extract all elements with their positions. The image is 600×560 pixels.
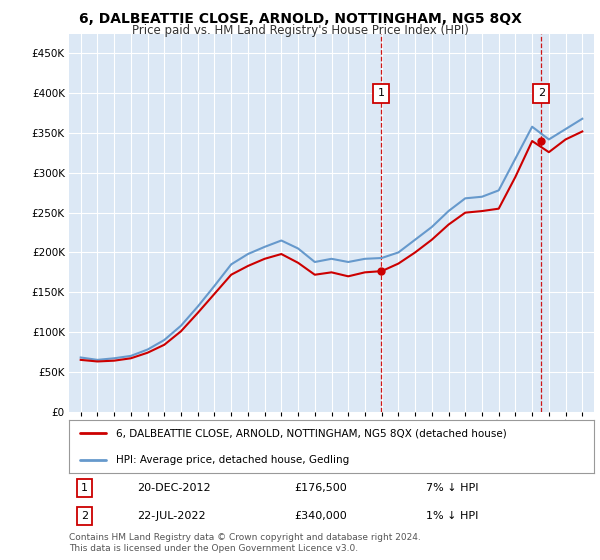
Text: 2: 2 bbox=[538, 88, 545, 99]
Text: £340,000: £340,000 bbox=[295, 511, 347, 521]
Text: 1% ↓ HPI: 1% ↓ HPI bbox=[426, 511, 478, 521]
Text: Contains HM Land Registry data © Crown copyright and database right 2024.
This d: Contains HM Land Registry data © Crown c… bbox=[69, 533, 421, 553]
Text: 7% ↓ HPI: 7% ↓ HPI bbox=[426, 483, 479, 493]
Text: 6, DALBEATTIE CLOSE, ARNOLD, NOTTINGHAM, NG5 8QX: 6, DALBEATTIE CLOSE, ARNOLD, NOTTINGHAM,… bbox=[79, 12, 521, 26]
Text: 1: 1 bbox=[81, 483, 88, 493]
Text: 22-JUL-2022: 22-JUL-2022 bbox=[137, 511, 206, 521]
Text: 2: 2 bbox=[81, 511, 88, 521]
Text: £176,500: £176,500 bbox=[295, 483, 347, 493]
Text: 6, DALBEATTIE CLOSE, ARNOLD, NOTTINGHAM, NG5 8QX (detached house): 6, DALBEATTIE CLOSE, ARNOLD, NOTTINGHAM,… bbox=[116, 428, 507, 438]
Text: 1: 1 bbox=[377, 88, 385, 99]
Text: Price paid vs. HM Land Registry's House Price Index (HPI): Price paid vs. HM Land Registry's House … bbox=[131, 24, 469, 36]
Text: HPI: Average price, detached house, Gedling: HPI: Average price, detached house, Gedl… bbox=[116, 455, 349, 465]
Text: 20-DEC-2012: 20-DEC-2012 bbox=[137, 483, 211, 493]
